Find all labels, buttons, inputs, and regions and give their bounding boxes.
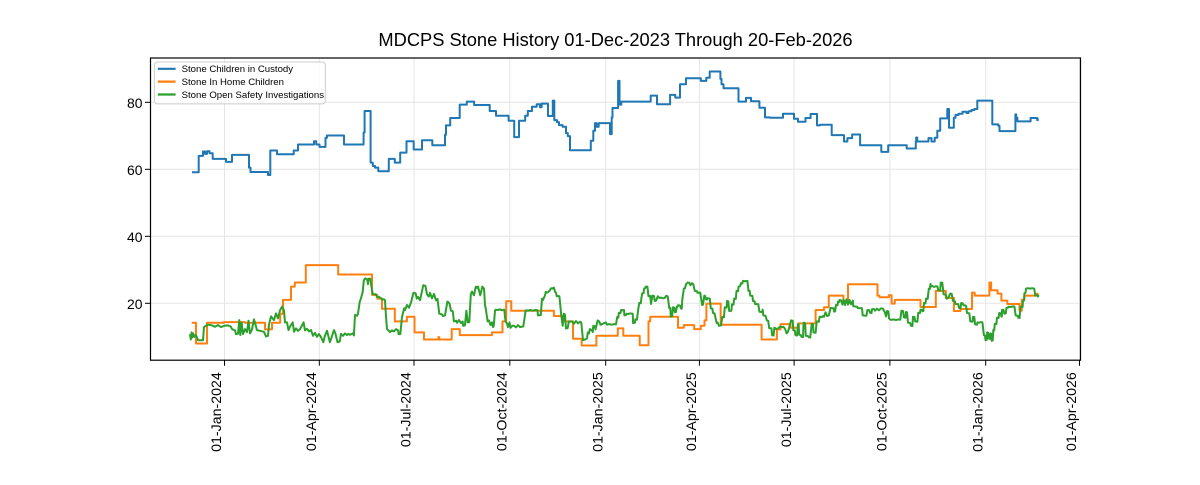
svg-text:Stone Open Safety Investigatio: Stone Open Safety Investigations xyxy=(182,90,325,101)
svg-text:01-Oct-2025: 01-Oct-2025 xyxy=(875,372,891,451)
svg-text:MDCPS Stone History 01-Dec-202: MDCPS Stone History 01-Dec-2023 Through … xyxy=(378,29,852,50)
svg-text:01-Apr-2026: 01-Apr-2026 xyxy=(1064,372,1080,451)
svg-text:60: 60 xyxy=(127,162,143,178)
svg-text:Stone In Home Children: Stone In Home Children xyxy=(182,77,284,88)
svg-text:01-Jul-2025: 01-Jul-2025 xyxy=(779,372,795,447)
svg-text:40: 40 xyxy=(127,229,143,245)
svg-text:20: 20 xyxy=(127,296,143,312)
svg-text:Stone Children in Custody: Stone Children in Custody xyxy=(182,64,294,75)
svg-text:01-Jan-2024: 01-Jan-2024 xyxy=(209,372,225,452)
svg-text:01-Jan-2026: 01-Jan-2026 xyxy=(970,372,986,452)
svg-text:80: 80 xyxy=(127,95,143,111)
svg-text:01-Jan-2025: 01-Jan-2025 xyxy=(590,372,606,452)
svg-text:01-Jul-2024: 01-Jul-2024 xyxy=(399,372,415,447)
svg-text:01-Apr-2025: 01-Apr-2025 xyxy=(684,372,700,451)
svg-text:01-Apr-2024: 01-Apr-2024 xyxy=(304,372,320,451)
svg-text:01-Oct-2024: 01-Oct-2024 xyxy=(495,372,511,451)
